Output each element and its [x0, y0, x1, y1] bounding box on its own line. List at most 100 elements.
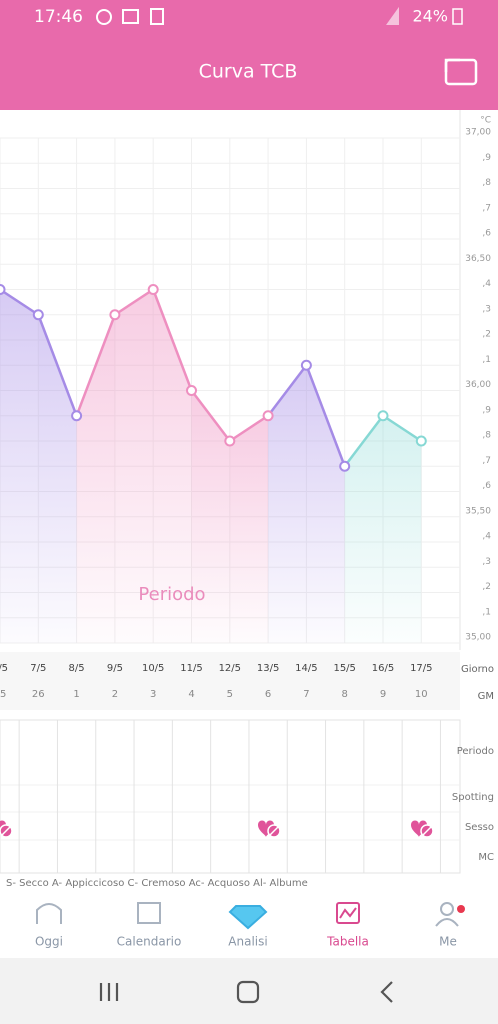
area: [229, 415, 269, 643]
date-label: 6/5: [0, 663, 8, 674]
y-tick-label: ,2: [482, 582, 491, 592]
area: [306, 365, 345, 643]
line-segment: [267, 364, 308, 417]
y-tick-label: ,3: [482, 304, 491, 314]
y-tick-label: 35,50: [465, 506, 491, 516]
header-bg: [0, 0, 498, 110]
y-tick-label: ,7: [482, 456, 491, 466]
area: [114, 289, 154, 643]
point: [300, 359, 312, 371]
line-segment: [343, 414, 384, 468]
line-segment: [0, 288, 39, 316]
line-segment: [305, 364, 346, 467]
row-label: Giorno: [461, 664, 494, 675]
y-tick-label: ,9: [482, 153, 491, 163]
system-nav: [0, 958, 498, 1024]
y-tick-label: ,8: [482, 431, 491, 441]
status-icons: [96, 6, 399, 25]
line-segment: [190, 389, 231, 442]
date-label: 8/5: [69, 663, 85, 674]
point: [339, 460, 351, 472]
y-tick-label: ,1: [482, 355, 491, 365]
date-label: 14/5: [295, 663, 317, 674]
date-label: 11/5: [180, 663, 202, 674]
point: [377, 410, 389, 422]
sex-icons: [0, 820, 434, 838]
point: [109, 309, 121, 321]
battery-icon: [452, 8, 463, 25]
y-tick-label: 36,00: [465, 380, 491, 390]
date-label: 9/5: [107, 663, 123, 674]
date-label: 10/5: [142, 663, 164, 674]
y-tick-label: ,3: [482, 557, 491, 567]
line-segment: [75, 314, 117, 417]
point: [186, 385, 197, 396]
area: [0, 289, 39, 643]
y-tick-label: ,6: [482, 229, 491, 239]
y-tick-label: 37,00: [465, 128, 491, 138]
y-tick-label: ,1: [482, 607, 491, 617]
y-tick-label: ,4: [482, 532, 491, 542]
nav-label[interactable]: Me: [439, 935, 457, 949]
area: [268, 365, 307, 643]
cycle-day-label: 10: [415, 689, 428, 700]
point: [224, 435, 236, 447]
annotation: Periodo: [138, 584, 205, 605]
area: [344, 415, 383, 643]
table-row-label: Sesso: [465, 822, 494, 833]
point: [0, 284, 6, 295]
point: [71, 410, 83, 422]
date-label: 12/5: [219, 663, 241, 674]
cycle-day-label: 2: [112, 689, 118, 700]
cycle-day-label: 6: [265, 689, 271, 700]
y-tick-label: 35,00: [465, 633, 491, 643]
area: [153, 289, 192, 643]
cycle-day-label: 4: [188, 689, 194, 700]
row-label: GM: [478, 691, 494, 702]
point: [147, 284, 159, 295]
cycle-day-label: 25: [0, 689, 6, 700]
rotate-button[interactable]: [444, 58, 478, 86]
area: [383, 415, 422, 643]
y-tick-label: ,7: [482, 203, 491, 213]
y-tick-label: ,4: [482, 279, 491, 289]
cycle-day-label: 5: [227, 689, 233, 700]
cycle-day-label: 8: [342, 689, 348, 700]
date-label: 17/5: [410, 663, 432, 674]
status-time: 17:46: [34, 7, 83, 27]
point: [262, 410, 274, 422]
line-segment: [152, 289, 193, 391]
nav-label[interactable]: Calendario: [117, 935, 182, 949]
nav-label[interactable]: Tabella: [326, 935, 369, 949]
legend-text: S- Secco A- Appiccicoso C- Cremoso Ac- A…: [6, 878, 308, 889]
line-segment: [37, 314, 78, 417]
date-label: 7/5: [30, 663, 46, 674]
table-row-lines: [0, 784, 460, 841]
y-tick-label: ,2: [482, 330, 491, 340]
cycle-day-label: 1: [73, 689, 79, 700]
system-buttons[interactable]: [99, 980, 393, 1004]
point: [415, 435, 427, 447]
point: [32, 309, 44, 321]
nav-icons: [36, 902, 465, 930]
date-label: 15/5: [333, 663, 355, 674]
nav-label[interactable]: Analisi: [228, 935, 267, 949]
area: [191, 390, 230, 643]
table-row-label: MC: [478, 852, 494, 863]
date-label: 13/5: [257, 663, 279, 674]
y-tick-label: 36,50: [465, 254, 491, 264]
line-segment: [229, 414, 269, 443]
line-segment: [114, 288, 154, 316]
cycle-day-label: 7: [303, 689, 309, 700]
y-unit: °C: [480, 116, 491, 126]
y-tick-label: ,9: [482, 405, 491, 415]
nav-label[interactable]: Oggi: [35, 935, 63, 949]
cycle-day-label: 3: [150, 689, 156, 700]
y-tick-label: ,8: [482, 178, 491, 188]
area: [76, 314, 115, 643]
area: [38, 314, 77, 643]
date-label: 16/5: [372, 663, 394, 674]
table-bg: [0, 719, 461, 874]
cycle-day-label: 9: [380, 689, 386, 700]
